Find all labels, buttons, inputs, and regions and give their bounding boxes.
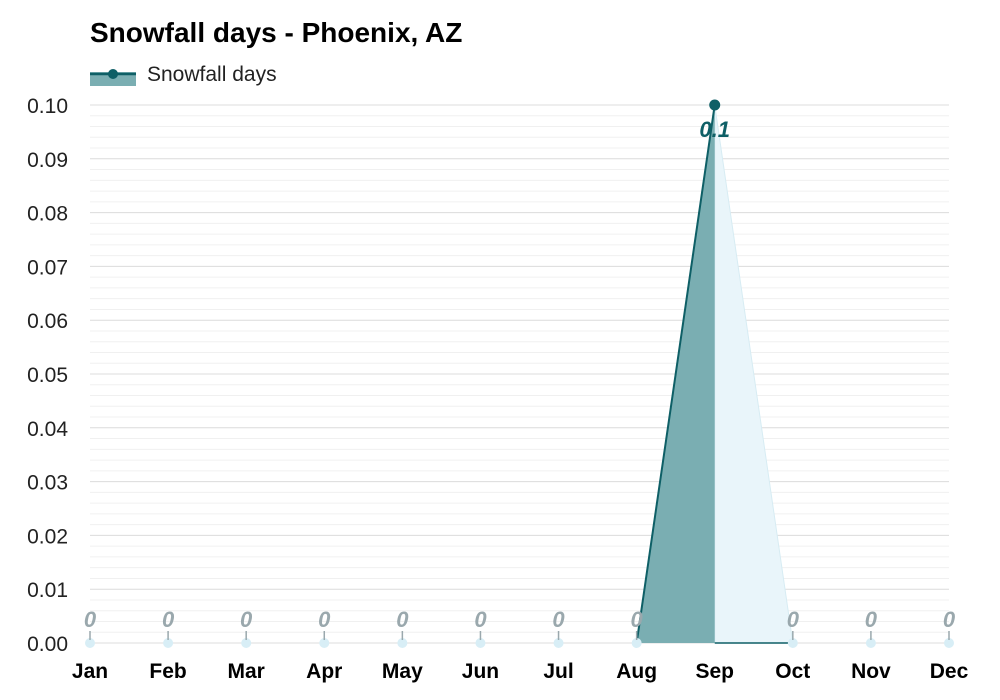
data-label: 0 [162,607,175,632]
series-line [635,104,716,644]
data-point [709,99,721,111]
x-tick-label: Dec [930,660,969,683]
x-tick-label: Aug [616,660,657,683]
data-point [241,638,252,648]
data-label: 0 [318,607,331,632]
data-label: 0.1 [699,117,730,142]
legend: Snowfall days [90,63,277,86]
x-tick-label: Nov [851,660,891,683]
data-point [163,638,174,648]
y-tick-label: 0.02 [27,525,68,548]
data-label: 0 [865,607,878,632]
data-label: 0 [240,607,253,632]
legend-label: Snowfall days [147,63,277,86]
y-tick-label: 0.09 [27,149,68,172]
x-tick-label: Oct [775,660,810,683]
x-tick-label: Feb [149,660,186,683]
x-tick-label: Mar [228,660,265,683]
chart-title: Snowfall days - Phoenix, AZ [90,17,462,48]
data-point [865,638,876,648]
x-tick-label: Jan [72,660,108,683]
x-tick-label: Apr [306,660,342,683]
data-labels: 0 0 0 0 0 0 0 0 0.1 0 0 0 [84,117,956,632]
series-points [85,99,954,648]
data-point [631,638,642,648]
y-tick-label: 0.01 [27,579,68,602]
y-tick-label: 0.06 [27,310,68,333]
x-tick-label: Sep [695,660,734,683]
data-point [397,638,408,648]
x-tick-label: Jun [462,660,499,683]
data-label: 0 [631,607,644,632]
data-point [475,638,486,648]
series-area [635,104,794,644]
legend-marker [108,69,118,79]
y-tick-label: 0.03 [27,472,68,495]
y-tick-label: 0.04 [27,418,68,441]
data-point [85,638,95,648]
data-point [944,638,954,648]
data-label: 0 [84,607,97,632]
y-tick-label: 0.07 [27,256,68,279]
data-label: 0 [787,607,800,632]
y-tick-label: 0.08 [27,203,68,226]
x-tick-label: May [382,660,423,683]
x-tick-label: Jul [543,660,573,683]
data-label: 0 [474,607,487,632]
x-axis: Jan Feb Mar Apr May Jun Jul Aug Sep Oct Nov Dec [72,660,969,683]
data-label: 0 [943,607,956,632]
data-point [553,638,564,648]
data-point [319,638,330,648]
data-label: 0 [552,607,565,632]
y-tick-label: 0.10 [27,95,68,118]
y-axis: 0.00 0.01 0.02 0.03 0.04 0.05 0.06 0.07 0.08 0.09… [27,95,68,656]
data-label: 0 [396,607,409,632]
grid [90,104,949,644]
data-point [787,638,798,648]
y-tick-label: 0.00 [27,633,68,656]
y-tick-label: 0.05 [27,364,68,387]
